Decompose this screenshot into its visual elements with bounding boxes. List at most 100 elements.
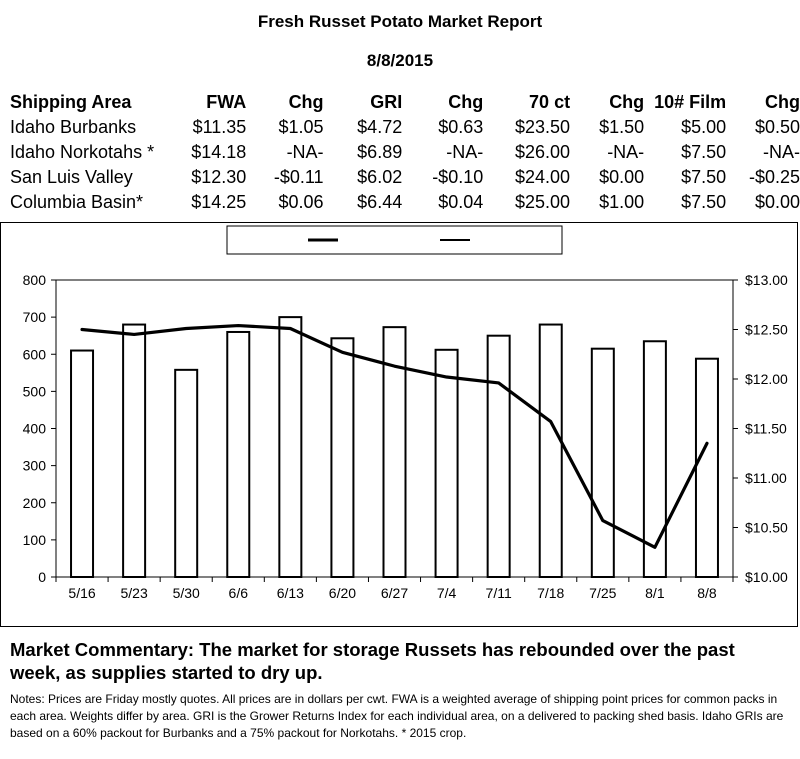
bar: [538, 323, 563, 578]
table-cell: $26.00: [515, 142, 571, 162]
table-cell: $0.00: [599, 167, 645, 187]
column-header: Chg: [448, 92, 484, 112]
table-cell: $6.02: [357, 167, 403, 187]
table-cell: Columbia Basin*: [10, 192, 144, 212]
table-row: San Luis Valley $12.30 -$0.11 $6.02 -$0.…: [10, 165, 800, 190]
left-axis-label: 100: [23, 532, 47, 548]
table-cell: -$0.25: [748, 167, 800, 187]
right-axis-label: $11.50: [745, 421, 787, 437]
column-header: GRI: [370, 92, 403, 112]
table-cell: $0.63: [438, 117, 484, 137]
price-table-header: Shipping Area FWA Chg GRI Chg 70 ct Chg …: [10, 90, 800, 115]
notes: Notes: Prices are Friday mostly quotes. …: [10, 692, 784, 740]
table-cell: $7.50: [681, 167, 727, 187]
bar: [330, 337, 355, 578]
table-cell: $5.00: [681, 117, 727, 137]
combo-chart: 0 100 200 300 400 500 600 700 800 $10.00 $10.50 $11…: [0, 222, 798, 627]
left-axis-label: 700: [23, 309, 47, 325]
left-axis-label: 0: [38, 569, 46, 585]
table-row: Idaho Burbanks $11.35 $1.05 $4.72 $0.63 …: [10, 115, 800, 140]
bar: [486, 334, 511, 578]
right-axis-label: $13.00: [745, 272, 788, 288]
right-axis-label: $10.50: [745, 520, 788, 536]
left-axis-label: 600: [23, 346, 47, 362]
column-header: Chg: [765, 92, 800, 112]
plot-area: 0 100 200 300 400 500 600 700 800 $10.00 $10.50 $11…: [23, 272, 788, 601]
table-cell: $1.05: [278, 117, 324, 137]
table-cell: $6.44: [357, 192, 403, 212]
table-cell: $11.35: [192, 117, 247, 137]
report-date: 8/8/2015: [366, 51, 434, 70]
table-cell: $6.89: [357, 142, 403, 162]
x-axis-label: 8/8: [697, 585, 717, 601]
bar: [70, 349, 95, 578]
legend-box: [226, 225, 563, 255]
column-header: 70 ct: [529, 92, 571, 112]
table-cell: $23.50: [515, 117, 571, 137]
table-cell: Idaho Burbanks: [10, 117, 137, 137]
table-cell: $7.50: [681, 142, 727, 162]
bar: [174, 368, 199, 578]
table-cell: $7.50: [681, 192, 727, 212]
chart-frame: [0, 222, 798, 627]
table-cell: -NA-: [286, 142, 324, 162]
table-cell: $12.30: [191, 167, 247, 187]
right-axis-label: $12.50: [745, 322, 788, 338]
left-axis-label: 200: [23, 495, 47, 511]
x-axis-label: 8/1: [645, 585, 665, 601]
report-title: Fresh Russet Potato Market Report: [257, 12, 543, 31]
column-header: Chg: [288, 92, 324, 112]
table-row: Columbia Basin* $14.25 $0.06 $6.44 $0.04…: [10, 190, 800, 215]
x-axis-label: 5/30: [173, 585, 200, 601]
table-cell: $1.50: [599, 117, 645, 137]
x-axis-label: 6/13: [277, 585, 304, 601]
bar: [278, 316, 303, 578]
x-axis-label: 6/6: [229, 585, 249, 601]
table-cell: $0.06: [278, 192, 324, 212]
column-header: Chg: [609, 92, 645, 112]
x-axis-label: 7/4: [437, 585, 457, 601]
market-commentary: Market Commentary: The market for storag…: [10, 639, 735, 683]
price-table: Shipping Area FWA Chg GRI Chg 70 ct Chg …: [10, 90, 800, 215]
x-axis-label: 5/16: [68, 585, 95, 601]
right-axis-label: $11.00: [745, 470, 787, 486]
table-cell: $0.04: [438, 192, 484, 212]
price-line: [80, 323, 709, 549]
table-cell: -NA-: [607, 142, 645, 162]
bar: [694, 357, 719, 578]
x-axis-label: 7/18: [537, 585, 564, 601]
column-header: FWA: [206, 92, 247, 112]
table-cell: $1.00: [599, 192, 645, 212]
left-axis-label: 500: [23, 383, 47, 399]
table-cell: -NA-: [446, 142, 484, 162]
table-row: Idaho Norkotahs * $14.18 -NA- $6.89 -NA-…: [10, 140, 800, 165]
table-cell: $0.50: [754, 117, 800, 137]
left-axis-label: 800: [23, 272, 47, 288]
x-axis-label: 5/23: [120, 585, 147, 601]
left-axis-label: 300: [23, 458, 47, 474]
column-header: 10# Film: [654, 92, 727, 112]
table-cell: Idaho Norkotahs *: [10, 142, 155, 162]
table-cell: -$0.11: [273, 167, 324, 187]
table-cell: -NA-: [763, 142, 800, 162]
chart-legend: [226, 225, 563, 255]
column-header: Shipping Area: [10, 92, 132, 112]
left-axis-label: 400: [23, 421, 47, 437]
x-axis-label: 6/20: [329, 585, 356, 601]
table-cell: $24.00: [515, 167, 571, 187]
bar: [226, 330, 251, 578]
right-axis-label: $12.00: [745, 371, 788, 387]
table-cell: $14.25: [191, 192, 247, 212]
table-cell: San Luis Valley: [10, 167, 133, 187]
table-cell: -$0.10: [432, 167, 484, 187]
table-cell: $14.18: [191, 142, 247, 162]
x-axis-label: 7/11: [486, 585, 512, 601]
bar: [122, 323, 147, 578]
right-axis-label: $10.00: [745, 569, 788, 585]
table-cell: $25.00: [515, 192, 571, 212]
table-cell: $0.00: [754, 192, 800, 212]
bar: [434, 348, 459, 578]
table-cell: $4.72: [357, 117, 403, 137]
x-axis-label: 6/27: [381, 585, 408, 601]
x-axis-label: 7/25: [589, 585, 616, 601]
